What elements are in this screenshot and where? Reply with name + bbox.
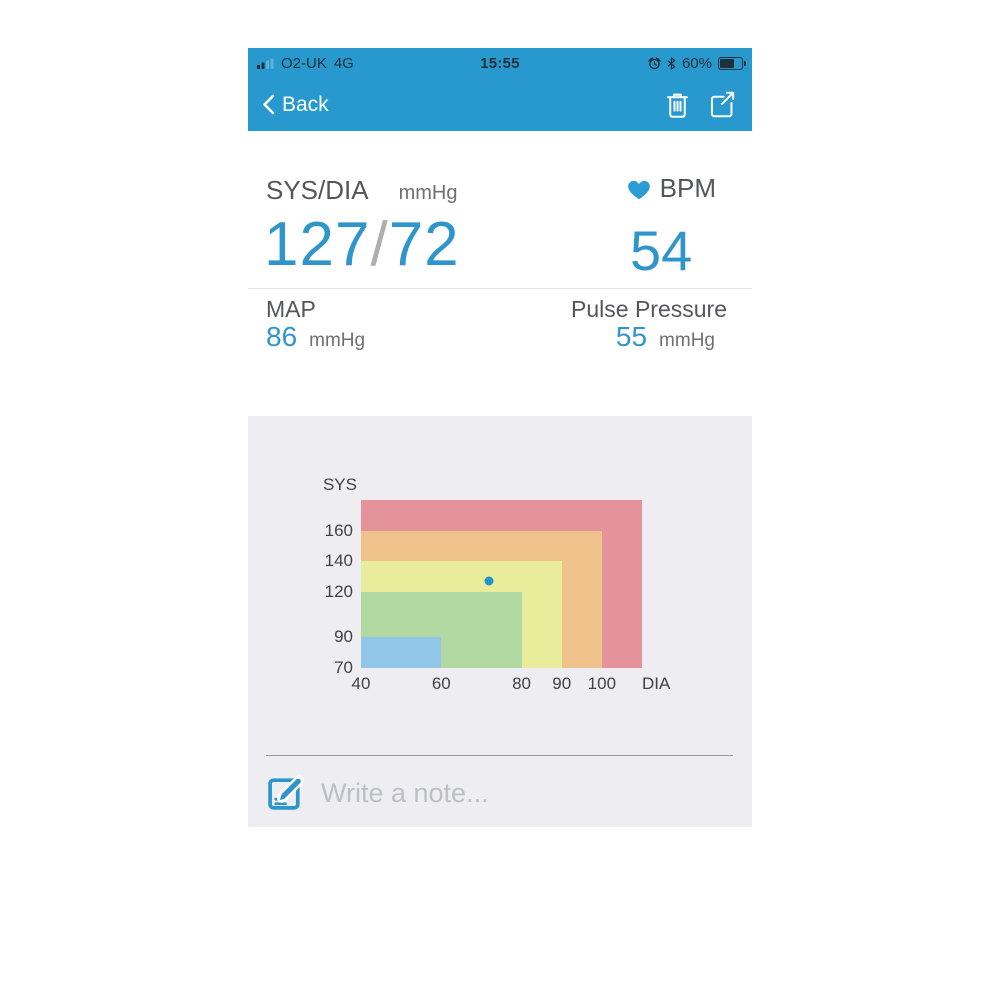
- x-tick-label: 40: [351, 674, 371, 693]
- bp-chart-plot: [361, 500, 642, 668]
- phone-screen: O2-UK 4G 15:55 60%: [248, 48, 752, 827]
- clock-time: 15:55: [480, 54, 520, 72]
- map-unit: mmHg: [309, 330, 366, 351]
- pulse-pressure-value-row: 55 mmHg: [616, 321, 715, 353]
- bp-reading-dot: [484, 576, 494, 586]
- y-tick-label: 160: [324, 520, 353, 540]
- delete-button[interactable]: [664, 90, 691, 119]
- x-axis-ticks: 40 60 80 90 100: [352, 674, 642, 694]
- x-tick-label: 80: [512, 674, 532, 693]
- network-type-label: 4G: [333, 54, 354, 72]
- note-placeholder: Write a note...: [321, 777, 489, 808]
- nav-bar: Back: [248, 78, 752, 131]
- heart-icon: [626, 177, 652, 201]
- x-tick-label: 90: [552, 674, 572, 693]
- bp-zone-blue: [361, 637, 442, 668]
- pulse-pressure-label: Pulse Pressure: [571, 296, 727, 322]
- nav-actions: [664, 78, 736, 131]
- x-axis-title: DIA: [642, 674, 671, 693]
- bpm-label: BPM: [659, 173, 716, 203]
- y-tick-label: 120: [324, 581, 353, 601]
- alarm-clock-icon: [648, 57, 661, 70]
- y-tick-label: 70: [334, 658, 353, 677]
- battery-icon: [718, 56, 746, 70]
- x-tick-label: 60: [431, 674, 451, 693]
- note-divider: [266, 755, 733, 756]
- share-button[interactable]: [708, 90, 736, 119]
- battery-fill: [720, 58, 734, 68]
- status-bar: O2-UK 4G 15:55 60%: [248, 48, 752, 78]
- status-right: 60%: [648, 48, 746, 78]
- sys-value: 127: [264, 210, 371, 279]
- battery-percent-label: 60%: [681, 54, 712, 72]
- sys-dia-label: SYS/DIA: [266, 175, 369, 205]
- y-tick-label: 90: [334, 627, 353, 647]
- signal-strength-icon: [257, 58, 274, 69]
- carrier-label: O2-UK: [281, 54, 327, 72]
- status-left: O2-UK 4G: [257, 48, 354, 78]
- y-axis-title: SYS: [322, 475, 357, 494]
- reading-section: SYS/DIA mmHg BPM 127/72 54 MAP 86 mmHg P…: [248, 131, 752, 416]
- chart-panel: SYS 70 90 120 140 160 40 60 80 90 100 DIA Write …: [248, 416, 752, 827]
- dia-value: 72: [388, 210, 460, 279]
- note-edit-icon: [266, 773, 307, 814]
- y-axis-ticks: 70 90 120 140 160: [248, 500, 353, 677]
- x-tick-label: 100: [587, 674, 617, 693]
- map-value-row: 86 mmHg: [266, 321, 365, 353]
- value-separator: /: [370, 210, 389, 279]
- bpm-header: BPM: [626, 173, 716, 204]
- blood-pressure-value: 127/72: [264, 214, 460, 276]
- back-button-label: Back: [282, 92, 329, 116]
- note-input[interactable]: Write a note...: [266, 769, 489, 817]
- chevron-left-icon: [262, 94, 275, 115]
- sys-dia-unit: mmHg: [398, 182, 458, 204]
- section-divider: [248, 288, 752, 289]
- back-button[interactable]: Back: [262, 78, 329, 131]
- map-value: 86: [266, 321, 298, 352]
- map-label: MAP: [266, 296, 316, 322]
- pulse-pressure-value: 55: [615, 321, 648, 352]
- pulse-pressure-unit: mmHg: [659, 330, 715, 351]
- sys-dia-header: SYS/DIA mmHg: [266, 175, 457, 206]
- bluetooth-icon: [667, 56, 676, 70]
- y-tick-label: 140: [324, 551, 353, 571]
- bpm-value: 54: [630, 219, 693, 282]
